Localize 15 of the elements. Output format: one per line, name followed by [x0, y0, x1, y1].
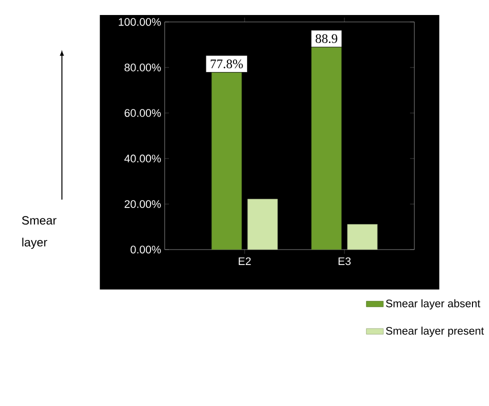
y-tick-label: 100.00% [118, 18, 161, 26]
text: Smear layer [22, 216, 56, 249]
data-label: 77.8% [210, 59, 243, 68]
x-tick-label: E2 [238, 257, 251, 265]
bar [347, 224, 378, 250]
legend-label: Smear layer present [386, 326, 484, 337]
y-tick-label: 80.00% [124, 63, 161, 72]
y-tick-label: 0.00% [130, 246, 161, 254]
bar [247, 198, 278, 250]
x-tick-label: E3 [338, 257, 351, 265]
y-tick-label: 40.00% [124, 154, 161, 162]
y-tick-label: 60.00% [124, 108, 161, 117]
y-tick-label: 20.00% [124, 200, 161, 208]
data-label: 88.9 [316, 34, 338, 43]
legend-label: Smear layer absent [386, 299, 480, 310]
